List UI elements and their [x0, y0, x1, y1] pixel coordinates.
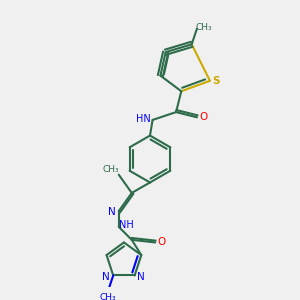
Text: CH₃: CH₃ — [103, 165, 119, 174]
Text: HN: HN — [136, 114, 151, 124]
Text: O: O — [199, 112, 208, 122]
Text: N: N — [101, 272, 109, 282]
Text: N: N — [108, 208, 116, 218]
Text: S: S — [213, 76, 220, 86]
Text: NH: NH — [119, 220, 134, 230]
Text: CH₃: CH₃ — [195, 23, 212, 32]
Text: CH₃: CH₃ — [100, 293, 116, 300]
Text: N: N — [137, 272, 145, 282]
Text: O: O — [158, 237, 166, 248]
